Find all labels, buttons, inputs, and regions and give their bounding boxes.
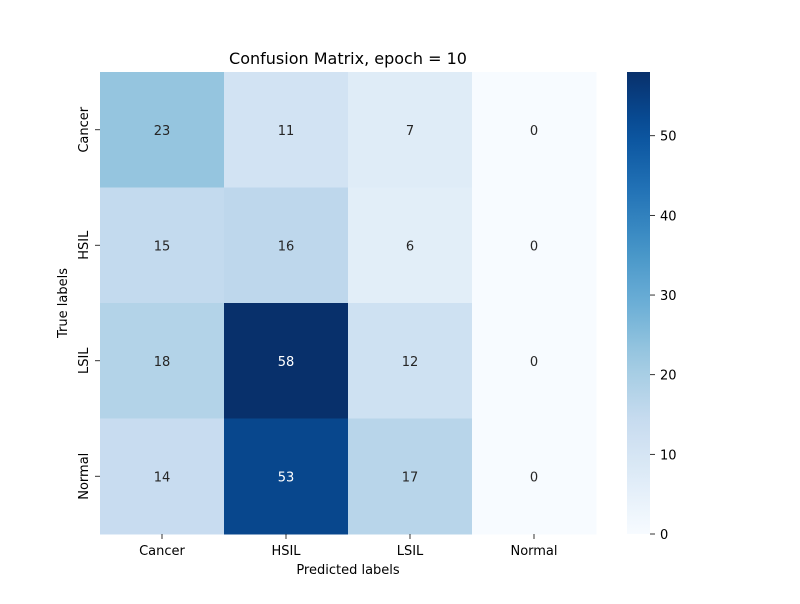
cell-value-label: 12 <box>402 355 419 370</box>
cell-value-label: 17 <box>402 470 419 485</box>
y-axis-label: True labels <box>56 268 71 339</box>
colorbar-tick-label: 10 <box>660 448 677 463</box>
y-axis-ticks: Cancer HSIL LSIL Normal <box>77 106 100 500</box>
cell-value-label: 0 <box>530 355 538 370</box>
heatmap-cell-labels: 23 11 7 0 15 16 6 0 18 58 12 0 14 53 17 0 <box>154 124 538 486</box>
cell-value-label: 18 <box>154 355 171 370</box>
heatmap-cells <box>100 72 597 535</box>
x-tick-label: Normal <box>510 544 557 559</box>
cell-value-label: 15 <box>154 239 171 254</box>
heatmap-cell <box>472 418 597 535</box>
cell-value-label: 16 <box>278 239 295 254</box>
cell-value-label: 58 <box>278 355 295 370</box>
cell-value-label: 6 <box>406 239 414 254</box>
cell-value-label: 53 <box>278 470 295 485</box>
chart-title: Confusion Matrix, epoch = 10 <box>229 49 467 68</box>
x-axis-ticks: Cancer HSIL LSIL Normal <box>139 534 558 559</box>
y-tick-label: Normal <box>77 453 92 500</box>
heatmap-cell <box>348 72 473 188</box>
heatmap-cell <box>472 72 597 188</box>
heatmap-cell <box>224 303 349 419</box>
x-tick-label: Cancer <box>139 544 185 559</box>
heatmap-cell <box>348 418 473 535</box>
heatmap-cell <box>472 303 597 419</box>
heatmap-cell <box>224 418 349 535</box>
colorbar-tick-label: 50 <box>660 130 677 145</box>
colorbar-gradient <box>627 72 650 534</box>
x-axis-label: Predicted labels <box>296 563 400 578</box>
cell-value-label: 0 <box>530 239 538 254</box>
x-tick-label: LSIL <box>397 544 424 559</box>
heatmap-cell <box>100 187 225 304</box>
colorbar-tick-label: 40 <box>660 209 677 224</box>
heatmap-cell <box>224 72 349 188</box>
heatmap-cell <box>100 72 225 188</box>
cell-value-label: 7 <box>406 124 414 139</box>
y-tick-label: Cancer <box>77 106 92 152</box>
cell-value-label: 23 <box>154 124 171 139</box>
colorbar-tick-label: 30 <box>660 289 677 304</box>
heatmap-cell <box>100 303 225 419</box>
cell-value-label: 0 <box>530 124 538 139</box>
cell-value-label: 11 <box>278 124 295 139</box>
y-tick-label: HSIL <box>77 230 92 260</box>
cell-value-label: 0 <box>530 470 538 485</box>
heatmap-cell <box>100 418 225 535</box>
heatmap-cell <box>224 187 349 304</box>
x-tick-label: HSIL <box>271 544 301 559</box>
colorbar-tick-label: 20 <box>660 369 677 384</box>
heatmap-cell <box>472 187 597 304</box>
y-tick-label: LSIL <box>77 347 92 374</box>
cell-value-label: 14 <box>154 470 171 485</box>
colorbar-tick-label: 0 <box>660 528 668 543</box>
colorbar: 0 10 20 30 40 50 <box>627 72 677 543</box>
heatmap-cell <box>348 303 473 419</box>
heatmap-cell <box>348 187 473 304</box>
